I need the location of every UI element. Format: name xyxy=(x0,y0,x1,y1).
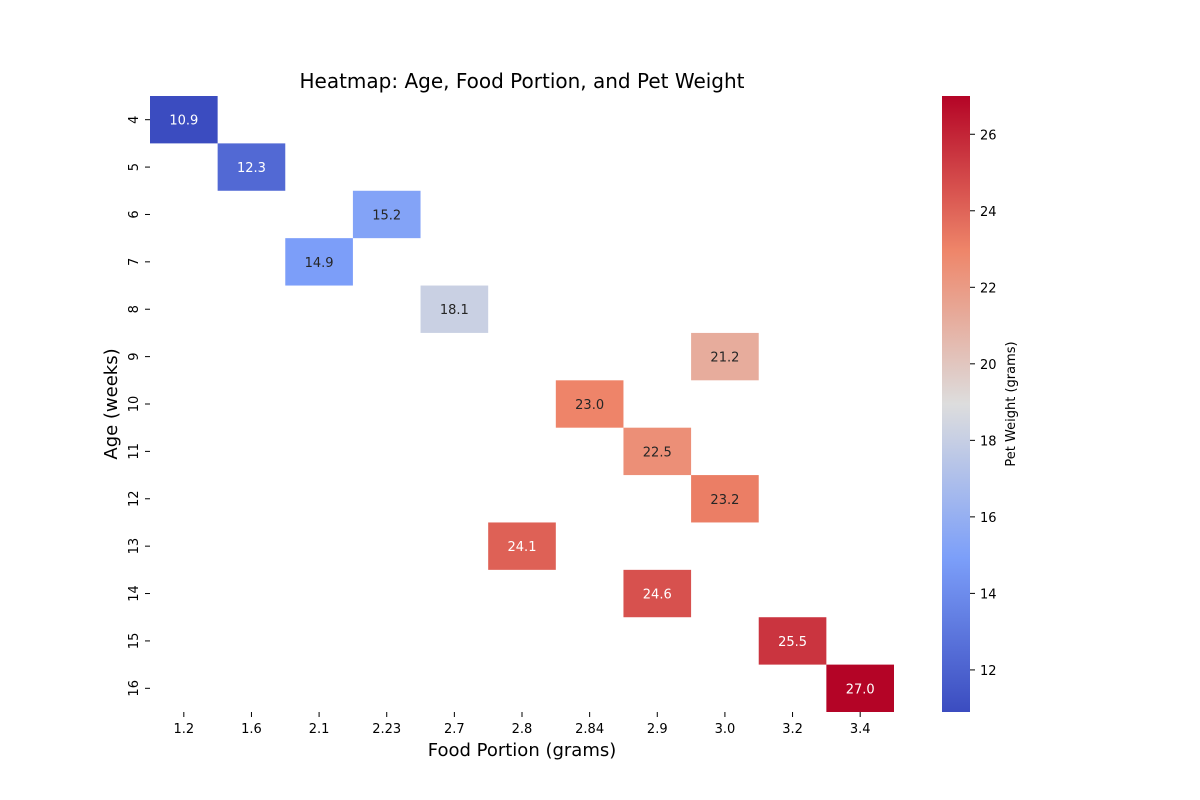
x-axis-label: Food Portion (grams) xyxy=(428,740,617,761)
heatmap-cell xyxy=(217,143,286,191)
x-tick-label: 2.9 xyxy=(647,722,668,737)
cell-value-label: 27.0 xyxy=(846,682,875,697)
y-tick-label: 15 xyxy=(127,633,142,650)
heatmap-cell xyxy=(691,475,759,523)
colorbar-tick-label: 12 xyxy=(980,664,997,679)
cell-value-label: 12.3 xyxy=(237,161,266,176)
y-tick-label: 12 xyxy=(127,490,142,507)
y-tick-label: 16 xyxy=(127,680,142,697)
y-tick-label: 5 xyxy=(127,163,142,171)
colorbar-label: Pet Weight (grams) xyxy=(1004,341,1019,466)
y-tick-label: 6 xyxy=(127,210,142,218)
heatmap-cells: 10.9 12.3 15.2 14.9 18.1 21.2 23.0 22.5 23.2 24.1… xyxy=(150,96,894,712)
cell-value-label: 21.2 xyxy=(710,351,739,366)
heatmap-cell xyxy=(691,332,759,381)
x-tick-label: 3.4 xyxy=(850,722,871,737)
y-tick-label: 10 xyxy=(127,396,142,413)
y-tick-label: 14 xyxy=(127,585,142,602)
heatmap-cell xyxy=(420,285,489,333)
y-tick-label: 4 xyxy=(127,116,142,124)
y-tick-label: 9 xyxy=(127,352,142,360)
y-axis-ticks: 4 5 6 7 8 9 10 11 12 13 14 15 16 xyxy=(127,116,150,697)
y-tick-label: 13 xyxy=(127,538,142,555)
heatmap-cell xyxy=(555,380,624,428)
cell-value-label: 15.2 xyxy=(372,208,401,223)
colorbar: 12 14 16 18 20 22 24 26 xyxy=(942,96,997,712)
colorbar-tick-label: 14 xyxy=(980,587,997,602)
heatmap-cell xyxy=(488,522,556,570)
cell-value-label: 14.9 xyxy=(305,256,334,271)
cell-value-label: 24.1 xyxy=(508,540,537,555)
x-tick-label: 1.6 xyxy=(241,722,262,737)
x-tick-label: 2.84 xyxy=(575,722,604,737)
x-tick-label: 2.1 xyxy=(309,722,330,737)
colorbar-tick-label: 18 xyxy=(980,434,997,449)
heatmap-cell xyxy=(623,569,692,618)
cell-value-label: 10.9 xyxy=(169,114,198,129)
colorbar-tick-label: 16 xyxy=(980,511,997,526)
cell-value-label: 18.1 xyxy=(440,303,469,318)
y-tick-label: 7 xyxy=(127,258,142,266)
x-tick-label: 3.2 xyxy=(782,722,803,737)
x-tick-label: 2.7 xyxy=(444,722,465,737)
heatmap-cell xyxy=(150,96,218,144)
heatmap-cell xyxy=(826,664,894,712)
cell-value-label: 24.6 xyxy=(643,588,672,603)
colorbar-tick-label: 22 xyxy=(980,281,997,296)
y-tick-label: 8 xyxy=(127,305,142,313)
x-tick-label: 3.0 xyxy=(715,722,736,737)
colorbar-tick-label: 20 xyxy=(980,358,997,373)
y-axis-label: Age (weeks) xyxy=(101,348,122,459)
chart-title: Heatmap: Age, Food Portion, and Pet Weig… xyxy=(299,69,744,93)
heatmap-cell xyxy=(352,190,421,239)
y-tick-label: 11 xyxy=(127,443,142,460)
x-tick-label: 1.2 xyxy=(173,722,194,737)
x-axis-ticks: 1.2 1.6 2.1 2.23 2.7 2.8 2.84 2.9 3.0 3.2 3.4 xyxy=(173,712,871,737)
x-tick-label: 2.23 xyxy=(372,722,401,737)
cell-value-label: 23.2 xyxy=(710,493,739,508)
cell-value-label: 22.5 xyxy=(643,445,672,460)
heatmap-cell xyxy=(758,617,827,665)
heatmap-cell xyxy=(285,238,353,286)
heatmap-cell xyxy=(623,427,692,476)
colorbar-gradient xyxy=(942,96,970,712)
cell-value-label: 23.0 xyxy=(575,398,604,413)
colorbar-tick-label: 26 xyxy=(980,128,997,143)
cell-value-label: 25.5 xyxy=(778,635,807,650)
x-tick-label: 2.8 xyxy=(512,722,533,737)
colorbar-tick-label: 24 xyxy=(980,205,997,220)
